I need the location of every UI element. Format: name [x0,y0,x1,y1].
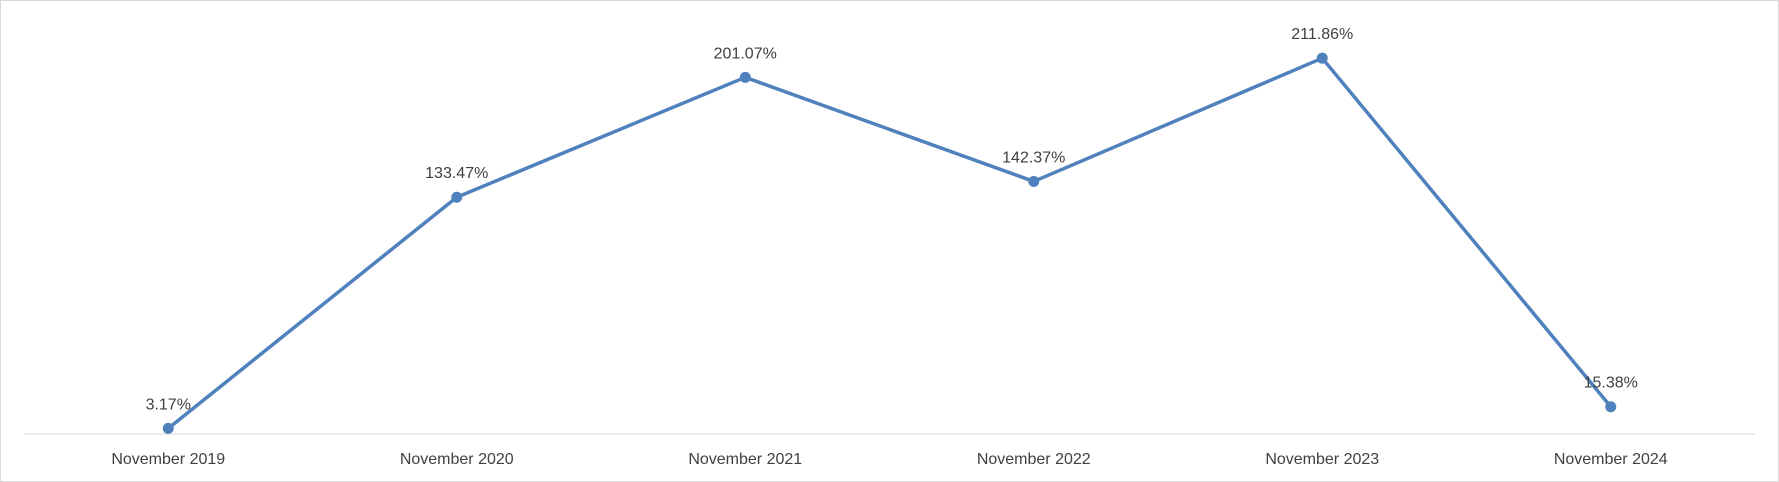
data-point [1028,175,1040,187]
data-label: 133.47% [425,165,488,182]
x-tick-labels: November 2019 November 2020 November 2021 N… [111,451,1667,468]
data-label: 201.07% [714,45,777,62]
x-tick-label: November 2024 [1554,451,1668,468]
data-label: 15.38% [1584,375,1638,392]
data-point [451,191,463,203]
data-point [1316,52,1328,64]
data-label: 3.17% [146,396,191,413]
x-tick-label: November 2020 [400,451,514,468]
x-tick-label: November 2023 [1265,451,1379,468]
x-tick-label: November 2022 [977,451,1091,468]
series-group: 3.17% 133.47% 201.07% 142.37% 211.86% 15.38% [146,26,1638,434]
data-point [1605,401,1617,413]
data-label: 211.86% [1291,26,1353,43]
data-point [739,71,751,83]
series-line [167,56,1613,430]
data-point [162,422,174,434]
x-tick-label: November 2021 [688,451,802,468]
x-tick-label: November 2019 [111,451,225,468]
data-label: 142.37% [1002,149,1065,166]
